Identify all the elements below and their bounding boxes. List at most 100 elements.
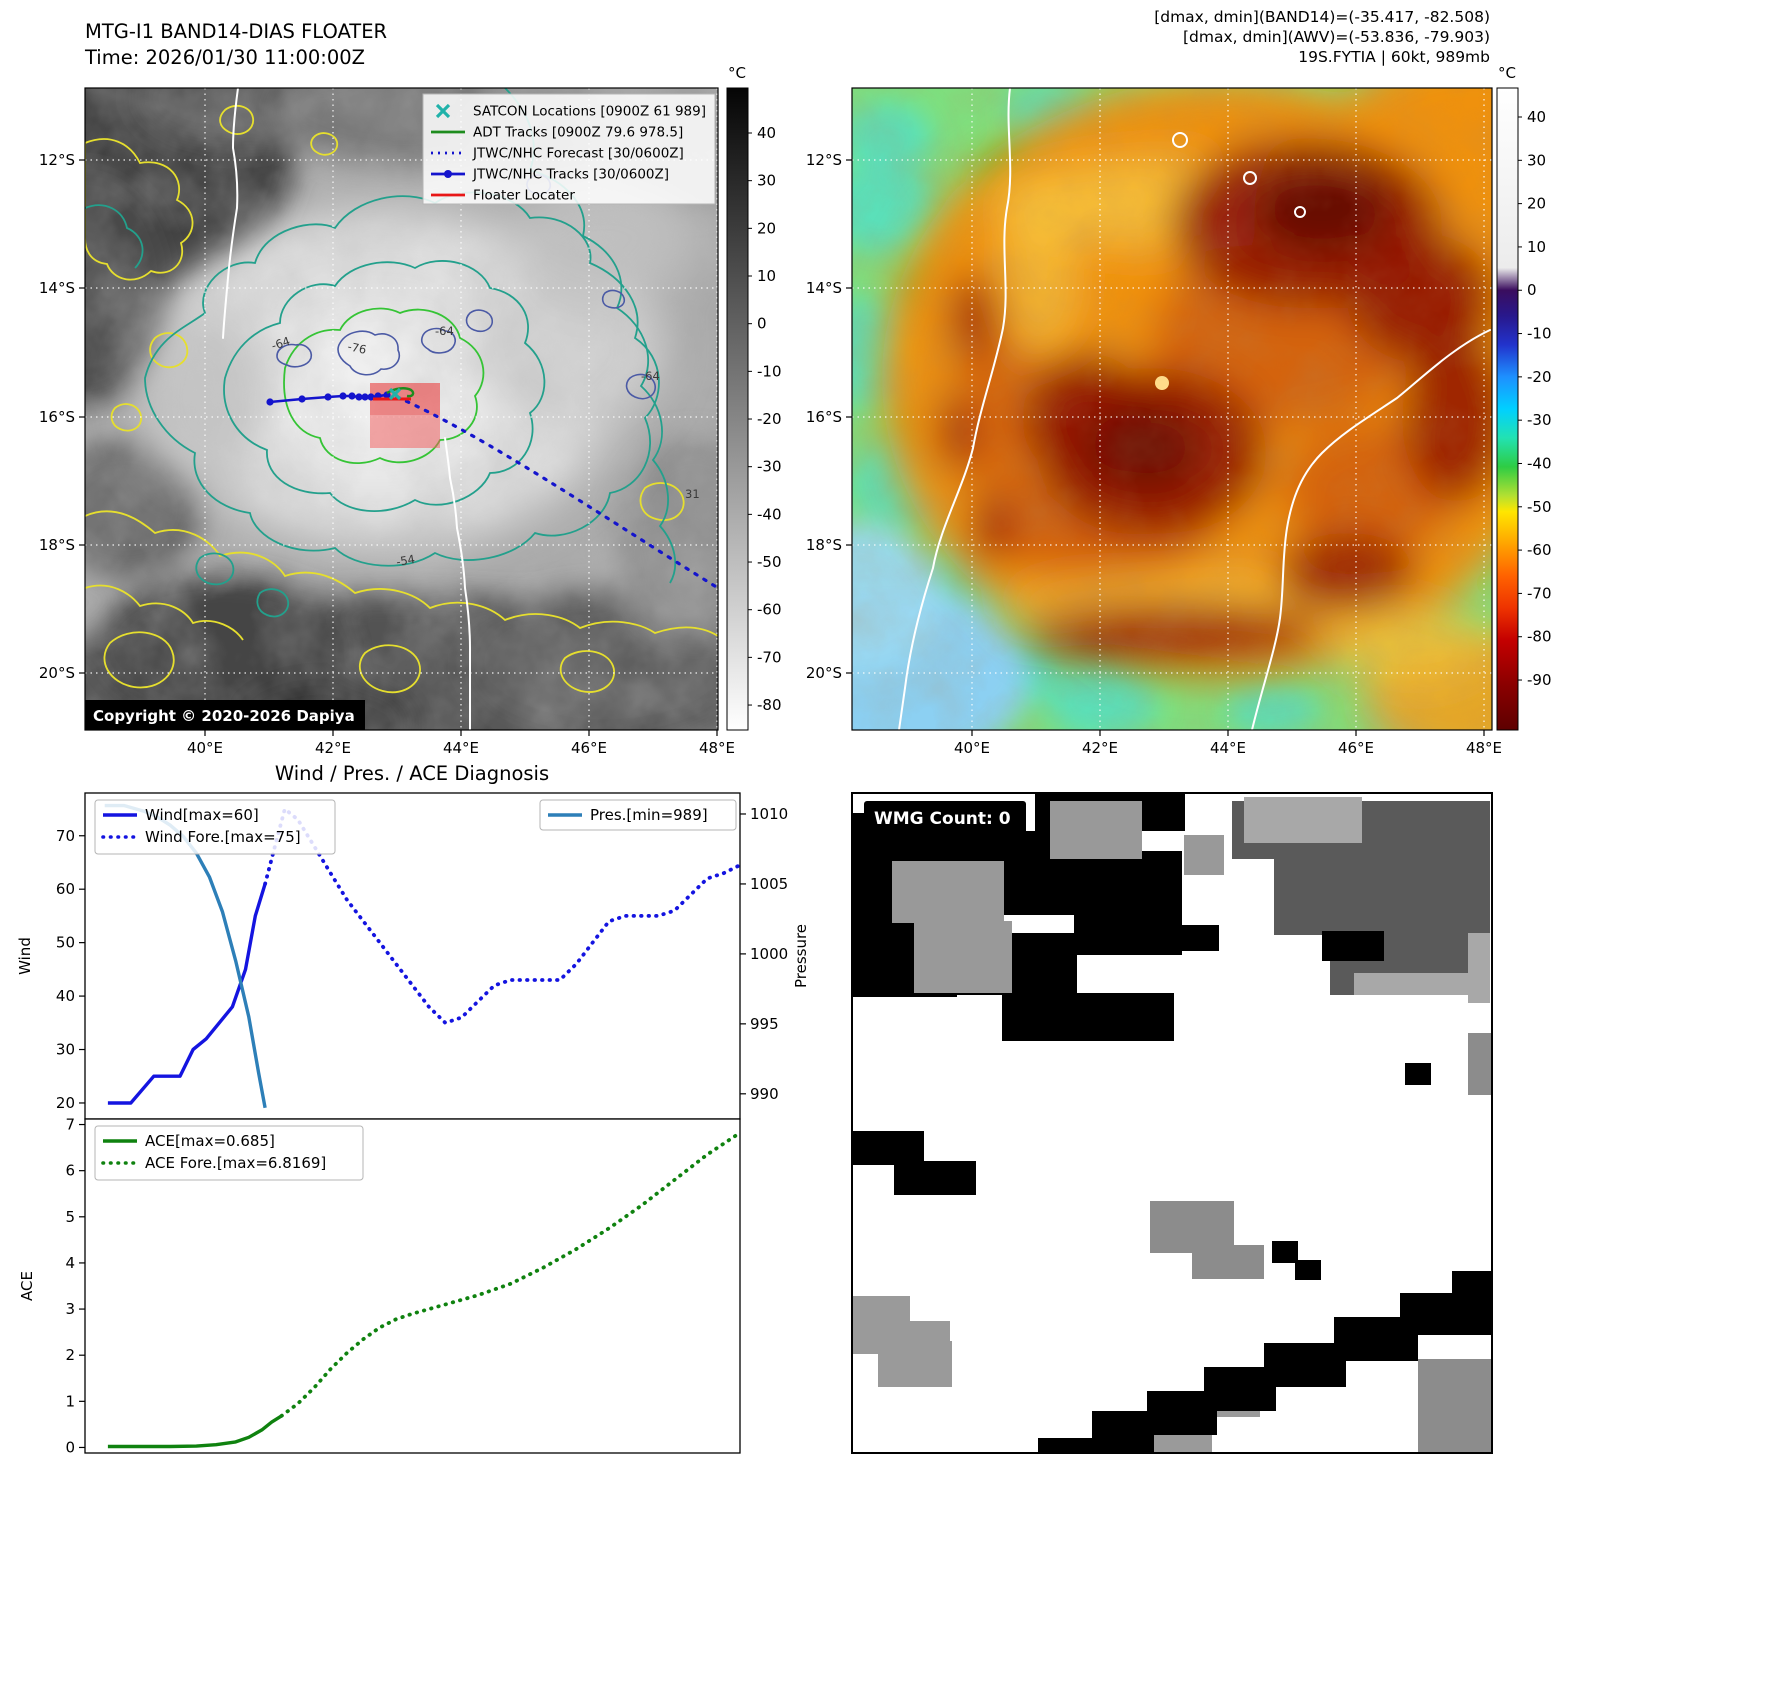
- colorbar-tick-label: -40: [757, 505, 782, 523]
- colorbar-tick-label: -80: [757, 696, 782, 714]
- axis-tick-label: 990: [750, 1085, 779, 1103]
- axis-tick-label: 70: [56, 827, 75, 845]
- map-border: [851, 87, 1493, 731]
- y-tick-label: 14°S: [39, 279, 75, 297]
- colorbar-tick-label: -20: [757, 410, 782, 428]
- band14-floater-panel: MTG-I1 BAND14-DIAS FLOATER Time: 2026/01…: [39, 20, 782, 757]
- contour-label: -64: [270, 334, 292, 353]
- panel-border: [851, 792, 1493, 1454]
- contour-label: 31: [685, 487, 700, 501]
- map-border: [84, 87, 719, 731]
- adt-track-line: [386, 387, 415, 398]
- legend-box: [94, 799, 336, 855]
- ir-satellite-image: [852, 88, 1492, 730]
- wmg-count-chip: WMG Count: 0: [864, 801, 1026, 834]
- y-tick-label: 16°S: [806, 408, 842, 426]
- colorbar-tick-label: -50: [757, 553, 782, 571]
- series-forecast: [263, 807, 742, 1025]
- wmg-panel: WMG Count: 0: [851, 792, 1493, 1454]
- colorbar-tick-label: 20: [1527, 195, 1546, 213]
- series-forecast: [279, 1130, 742, 1418]
- axis-tick-label: 4: [65, 1254, 75, 1272]
- y-tick-label: 14°S: [806, 279, 842, 297]
- legend-item-floater: Floater Locater: [473, 188, 575, 204]
- x-tick-label: 48°E: [699, 739, 735, 757]
- contour-label: -76: [346, 339, 367, 357]
- wind-legend-label: Wind[max=60]: [145, 806, 259, 824]
- map-legend: SATCON Locations [0900Z 61 989] ADT Trac…: [422, 93, 716, 205]
- contour-label: -64: [435, 324, 454, 338]
- band14-map: -64 -76 -64 -64 -54 31 SATCON Locations …: [84, 87, 719, 731]
- band14-axis-ticks: 40°E 42°E 44°E 46°E 48°E 12°S 14°S 16°S 18°S 20°S: [39, 151, 735, 757]
- axis-tick-label: 3: [65, 1300, 75, 1318]
- wind-forecast-legend-label: Wind Fore.[max=75]: [145, 828, 301, 846]
- colorbar-tick-label: -40: [1527, 454, 1552, 472]
- legend-item-adt: ADT Tracks [0900Z 79.6 978.5]: [473, 125, 683, 141]
- x-tick-label: 42°E: [315, 739, 351, 757]
- colorbar-tick-label: -20: [1527, 368, 1552, 386]
- axis-tick-label: 20: [56, 1094, 75, 1112]
- colorbar-tick-label: -70: [1527, 584, 1552, 602]
- ace-forecast-legend-label: ACE Fore.[max=6.8169]: [145, 1154, 326, 1172]
- axis-tick-label: 1: [65, 1392, 75, 1410]
- storm-id-intensity: 19S.FYTIA | 60kt, 989mb: [1298, 48, 1490, 66]
- info-line-awv: [dmax, dmin](AWV)=(-53.836, -79.903): [1183, 28, 1490, 46]
- colorbar-tick-label: -50: [1527, 498, 1552, 516]
- axis-tick-label: 6: [65, 1162, 75, 1180]
- pressure-legend-label: Pres.[min=989]: [590, 806, 708, 824]
- colorbar-tick-label: 40: [757, 124, 776, 142]
- y-tick-label: 12°S: [806, 151, 842, 169]
- x-tick-label: 44°E: [1210, 739, 1246, 757]
- colorbar-tick-label: -10: [757, 362, 782, 380]
- axis-tick-label: 40: [56, 987, 75, 1005]
- lat-lon-grid: [852, 88, 1492, 730]
- colorbar-tick-label: 20: [757, 219, 776, 237]
- coastlines: [898, 88, 1491, 730]
- axis-tick-label: 1010: [750, 805, 788, 823]
- ace-axis-label: ACE: [18, 1271, 36, 1301]
- ir-colorbar: [1496, 87, 1519, 731]
- awv-ir-panel: [dmax, dmin](BAND14)=(-35.417, -82.508) …: [806, 8, 1552, 757]
- axis-tick-label: 7: [65, 1116, 75, 1134]
- grayscale-colorbar-ticks: 40 30 20 10 0 -10 -20 -30 -40 -50 -60 -70 -80: [748, 124, 782, 714]
- colorbar-unit-label: °C: [728, 64, 746, 82]
- wmg-count-label: WMG Count: 0: [874, 809, 1011, 829]
- axis-tick-label: 60: [56, 880, 75, 898]
- info-line-band14: [dmax, dmin](BAND14)=(-35.417, -82.508): [1154, 8, 1490, 26]
- series-observed: [107, 1414, 283, 1449]
- axis-tick-label: 995: [750, 1015, 779, 1033]
- pressure-axis-label: Pressure: [792, 924, 810, 988]
- y-tick-label: 18°S: [806, 536, 842, 554]
- floater-region-box: [370, 383, 440, 448]
- x-tick-label: 40°E: [954, 739, 990, 757]
- ace-legend-label: ACE[max=0.685]: [145, 1132, 275, 1150]
- x-tick-label: 42°E: [1082, 739, 1118, 757]
- coastlines: [222, 88, 472, 730]
- wmg-pixel-field: [852, 793, 1492, 1453]
- series-observed: [107, 883, 267, 1105]
- ir-colorbar-ticks: 40 30 20 10 0 -10 -20 -30 -40 -50 -60 -70 -80 -90: [1518, 108, 1552, 689]
- colorbar-tick-label: 10: [1527, 238, 1546, 256]
- legend-item-tracks: JTWC/NHC Tracks [30/0600Z]: [472, 167, 669, 183]
- panel-subtitle: Time: 2026/01/30 11:00:00Z: [84, 46, 365, 69]
- satcon-marker: [388, 387, 402, 401]
- grayscale-colorbar: [726, 87, 749, 731]
- axis-tick-label: 5: [65, 1208, 75, 1226]
- legend-item-satcon: SATCON Locations [0900Z 61 989]: [473, 104, 706, 120]
- wmg-map: WMG Count: 0: [851, 792, 1493, 1454]
- colorbar-tick-label: 40: [1527, 108, 1546, 126]
- y-tick-label: 12°S: [39, 151, 75, 169]
- colorbar-tick-label: 30: [757, 172, 776, 190]
- y-tick-label: 20°S: [806, 664, 842, 682]
- awv-axis-ticks: 40°E 42°E 44°E 46°E 48°E 12°S 14°S 16°S 18°S 20°S: [806, 151, 1502, 757]
- x-tick-label: 40°E: [187, 739, 223, 757]
- diagnosis-panel: Wind / Pres. / ACE Diagnosis Wind Pressu…: [16, 762, 810, 1456]
- storm-tracks: [266, 383, 718, 590]
- x-tick-label: 46°E: [571, 739, 607, 757]
- legend-item-forecast: JTWC/NHC Forecast [30/0600Z]: [472, 146, 684, 162]
- colorbar-tick-label: -90: [1527, 671, 1552, 689]
- y-tick-label: 20°S: [39, 664, 75, 682]
- colorbar-tick-label: 10: [757, 267, 776, 285]
- legend-box: [94, 1125, 364, 1181]
